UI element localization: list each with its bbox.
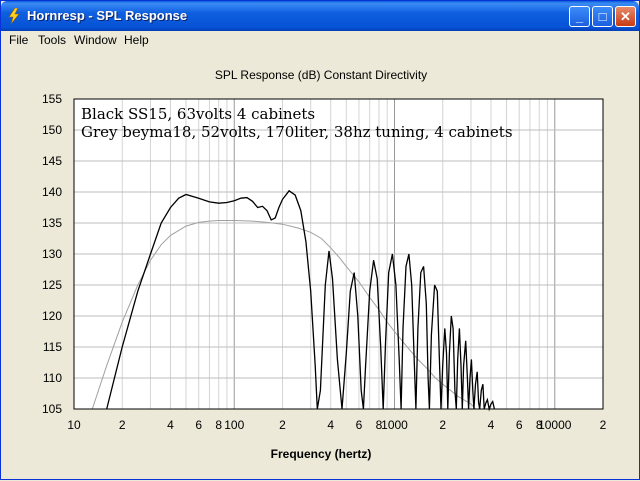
x-tick-label: 2 xyxy=(600,418,607,432)
menu-tools[interactable]: Tools xyxy=(38,33,67,47)
lightning-icon xyxy=(8,8,20,24)
menu-bar: File Tools Window Help xyxy=(1,31,639,49)
x-tick-label: 2 xyxy=(119,418,126,432)
x-tick-label: 6 xyxy=(516,418,523,432)
y-tick-label: 120 xyxy=(42,309,62,323)
x-tick-label: 6 xyxy=(195,418,202,432)
y-tick-label: 105 xyxy=(42,402,62,416)
y-tick-label: 145 xyxy=(42,154,62,168)
title-bar[interactable]: Hornresp - SPL Response _ □ ✕ xyxy=(1,1,639,31)
y-tick-label: 155 xyxy=(42,92,62,106)
y-tick-label: 130 xyxy=(42,247,62,261)
y-tick-label: 115 xyxy=(43,340,62,354)
x-tick-label: 10000 xyxy=(538,418,572,432)
annotation-text: Black SS15, 63volts 4 cabinets xyxy=(81,105,315,123)
y-tick-label: 125 xyxy=(42,278,62,292)
menu-help[interactable]: Help xyxy=(124,33,149,47)
y-tick-label: 140 xyxy=(42,185,62,199)
x-tick-label: 100 xyxy=(224,418,244,432)
y-tick-label: 150 xyxy=(42,123,62,137)
x-tick-label: 2 xyxy=(439,418,446,432)
x-axis-label: Frequency (hertz) xyxy=(270,447,372,461)
y-tick-label: 110 xyxy=(43,371,62,385)
x-tick-label: 2 xyxy=(279,418,286,432)
x-tick-label: 6 xyxy=(356,418,363,432)
x-tick-label: 4 xyxy=(167,418,174,432)
y-tick-label: 135 xyxy=(42,216,62,230)
x-tick-label: 4 xyxy=(327,418,334,432)
menu-window[interactable]: Window xyxy=(74,33,117,47)
menu-file[interactable]: File xyxy=(9,33,29,47)
close-button[interactable]: ✕ xyxy=(615,6,636,27)
x-tick-label: 4 xyxy=(488,418,495,432)
x-tick-label: 10 xyxy=(67,418,81,432)
x-tick-label: 8 xyxy=(536,418,543,432)
maximize-button[interactable]: □ xyxy=(592,6,613,27)
plot-border xyxy=(73,98,604,410)
x-tick-label: 1000 xyxy=(381,418,408,432)
x-tick-label: 8 xyxy=(215,418,222,432)
window-title: Hornresp - SPL Response xyxy=(27,8,188,23)
annotation-text: Grey beyma18, 52volts, 170liter, 38hz tu… xyxy=(81,123,513,141)
minimize-button[interactable]: _ xyxy=(569,6,590,27)
x-tick-label: 8 xyxy=(376,418,383,432)
series-line-black xyxy=(106,189,496,412)
series-line-grey xyxy=(91,220,476,410)
chart-title: SPL Response (dB) Constant Directivity xyxy=(214,68,428,82)
